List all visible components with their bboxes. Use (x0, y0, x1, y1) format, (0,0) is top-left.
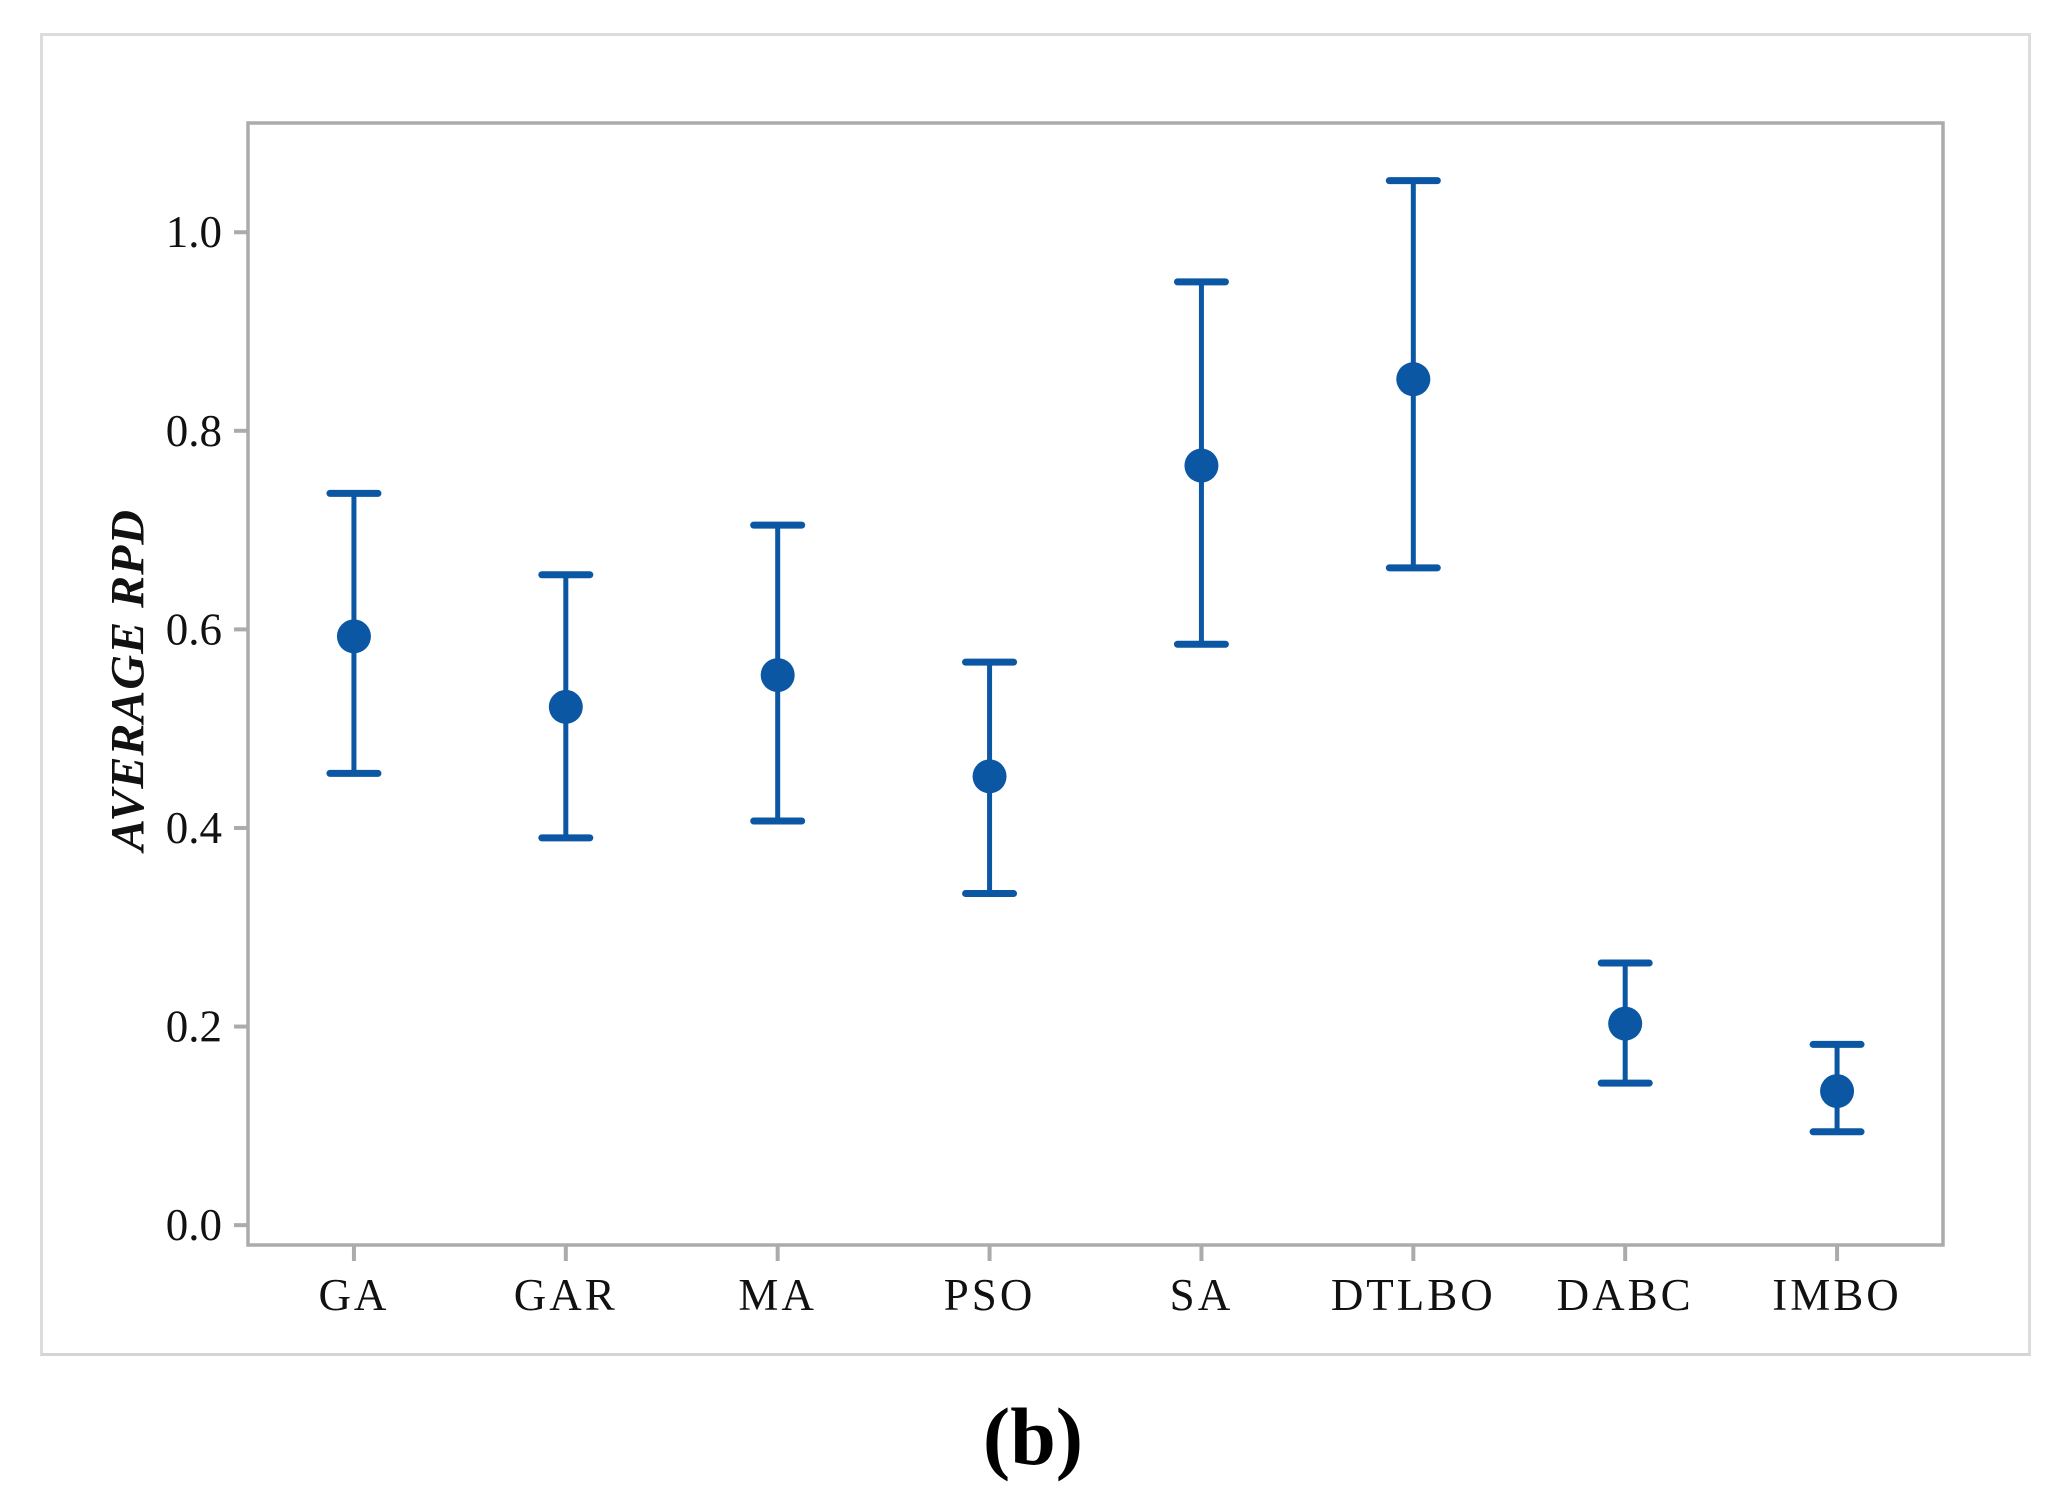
mean-dot (1184, 448, 1219, 483)
x-tick-label: PSO (944, 1270, 1036, 1320)
mean-dot (336, 619, 371, 654)
mean-dot (972, 759, 1007, 794)
y-tick-label: 0.8 (166, 406, 222, 456)
y-tick-label: 0.0 (166, 1200, 222, 1250)
x-tick-label: MA (738, 1270, 817, 1320)
mean-dot (1820, 1074, 1855, 1109)
mean-dot (548, 689, 583, 724)
y-tick-label: 0.2 (166, 1002, 222, 1052)
figure-outer-border (40, 33, 2031, 1356)
x-tick-label: IMBO (1772, 1270, 1902, 1320)
mean-dot (760, 658, 795, 693)
x-tick-label: DABC (1557, 1270, 1694, 1320)
plot-frame (246, 121, 1945, 1247)
y-axis-title: AVERAGE RPD (101, 508, 155, 852)
x-tick-label: SA (1170, 1270, 1234, 1320)
x-tick-label: DTLBO (1331, 1270, 1496, 1320)
x-tick-label: GAR (514, 1270, 618, 1320)
y-tick-label: 0.4 (166, 803, 222, 853)
mean-dot (1608, 1006, 1643, 1041)
y-tick-label: 1.0 (166, 207, 222, 257)
figure-caption: (b) (982, 1391, 1084, 1482)
mean-dot (1396, 362, 1431, 397)
x-tick-label: GA (318, 1270, 389, 1320)
y-tick-label: 0.6 (166, 604, 222, 654)
